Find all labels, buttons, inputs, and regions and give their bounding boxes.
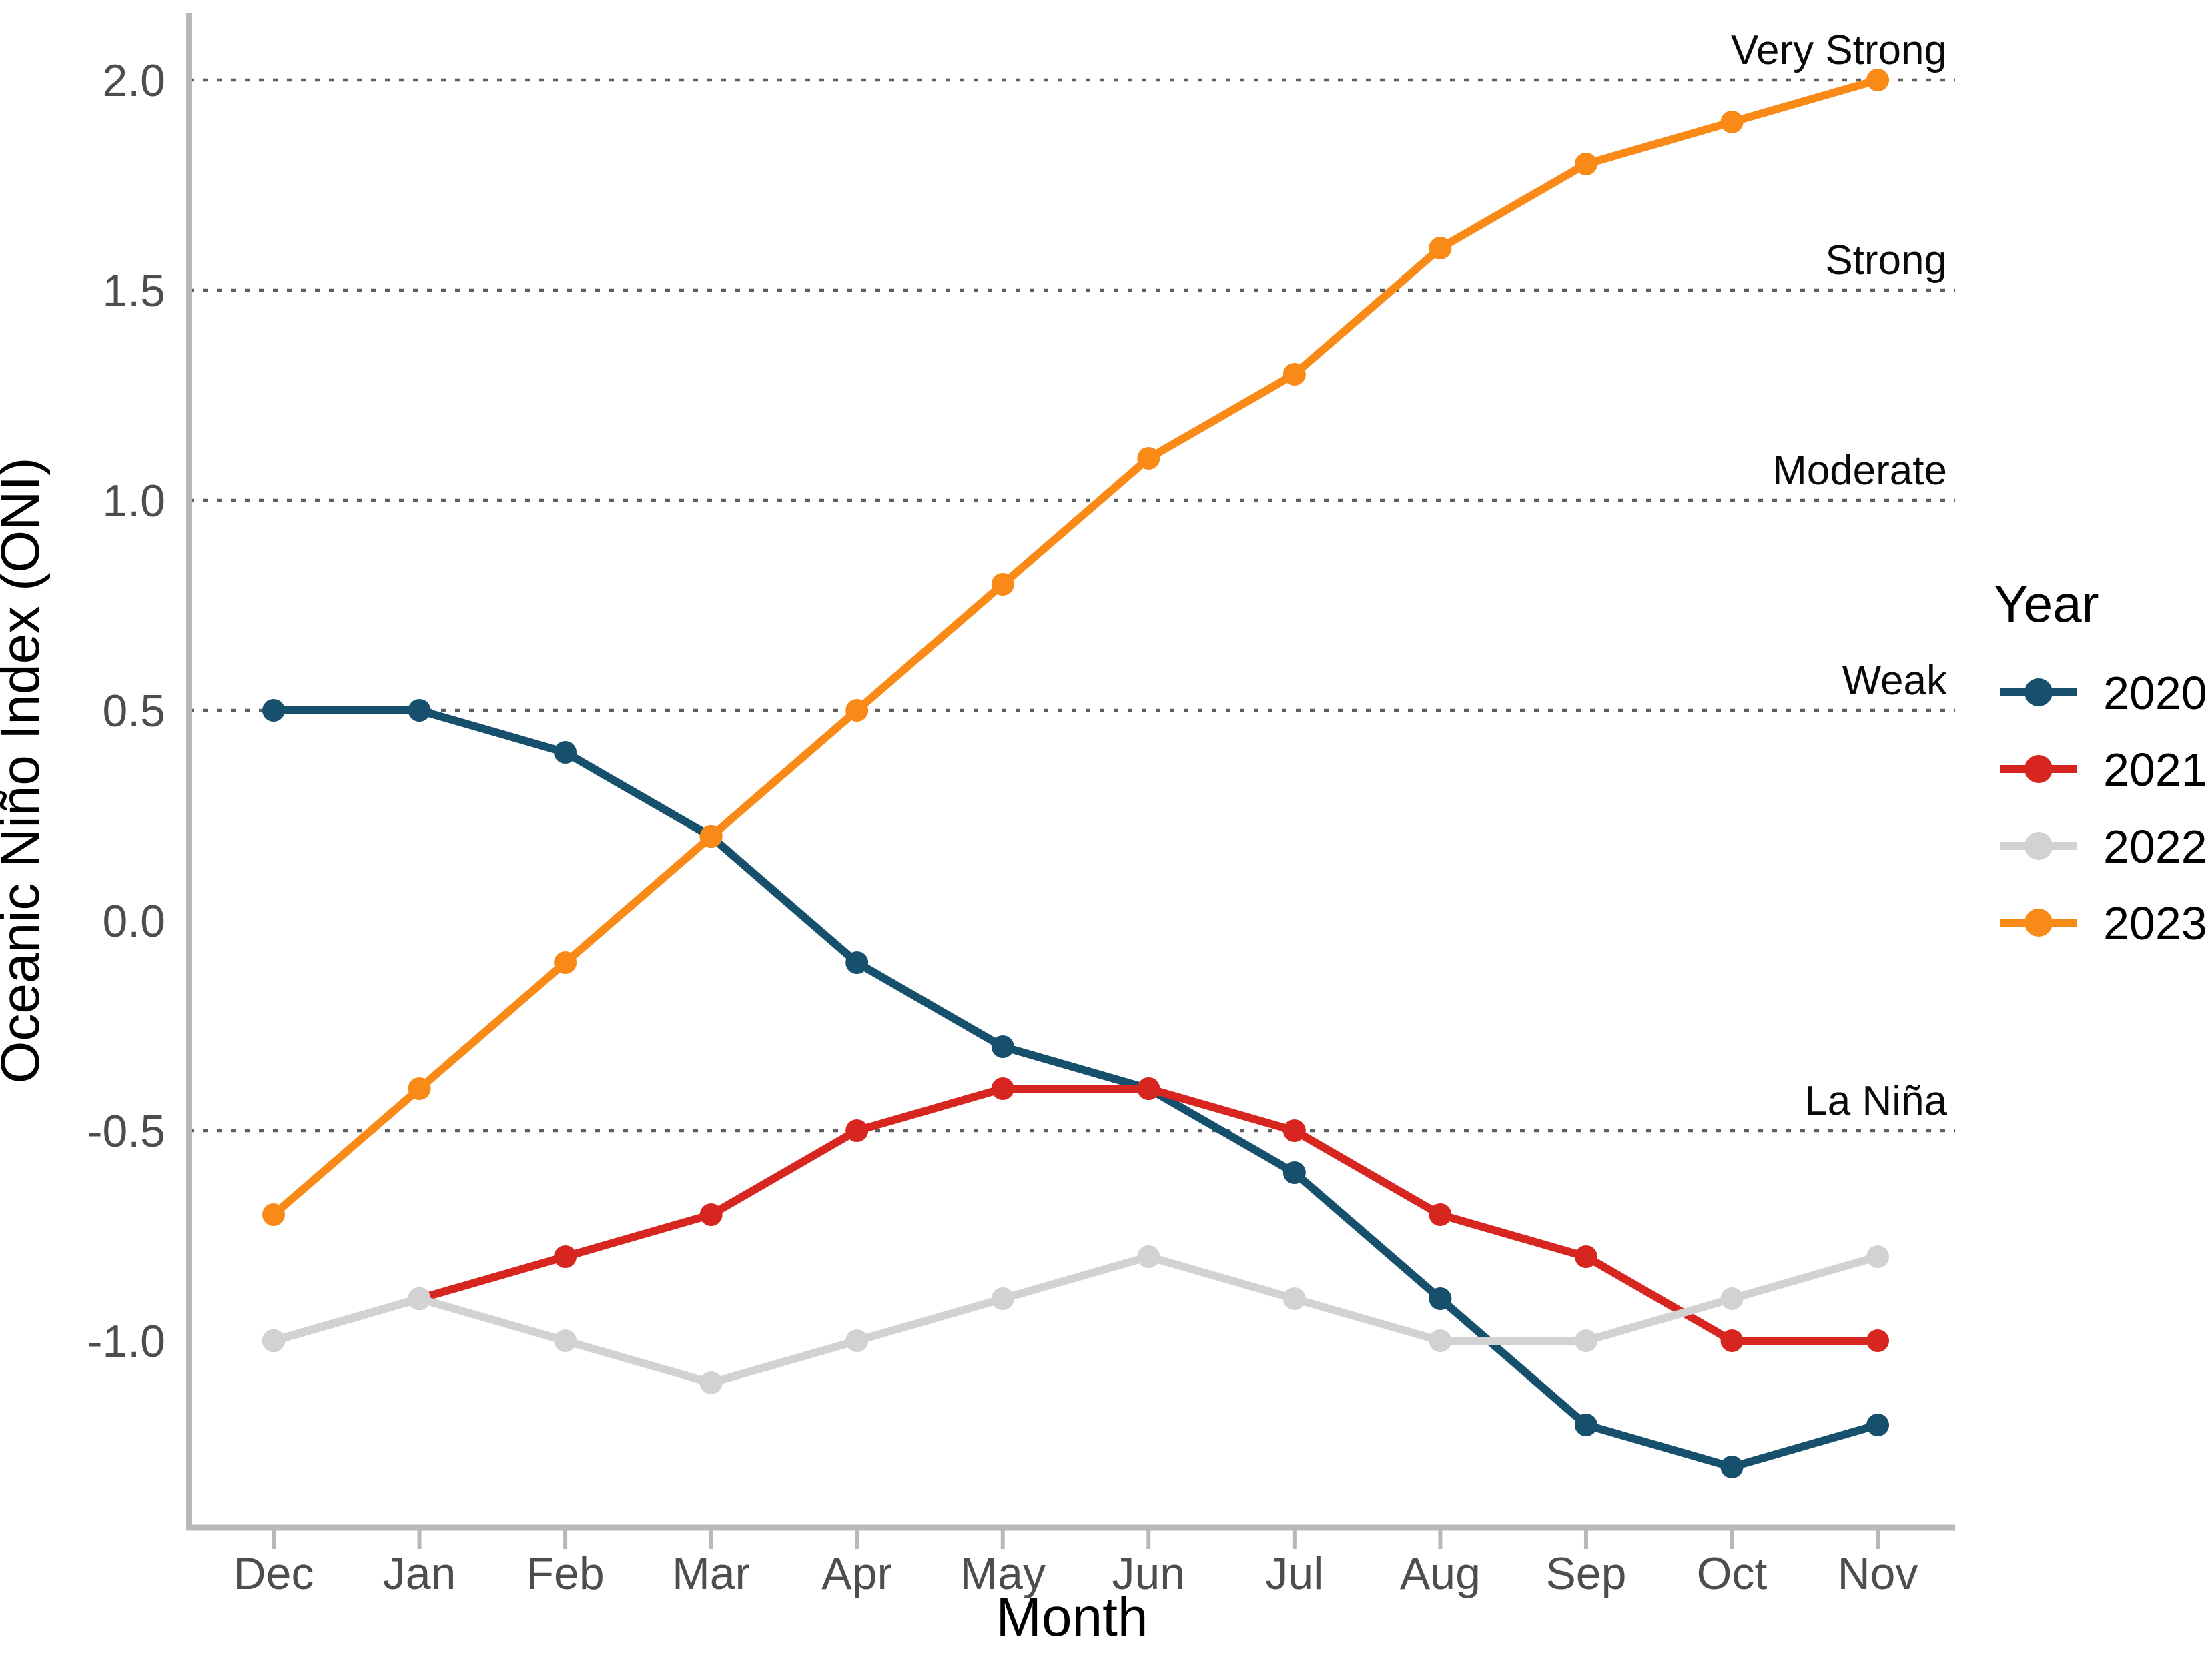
x-tick-label-feb: Feb (526, 1548, 605, 1599)
series-2021-line (270, 1085, 1882, 1345)
series-2021-point-may (991, 1077, 1014, 1100)
x-tick-label-dec: Dec (234, 1548, 314, 1599)
series-2022-line (270, 1253, 1882, 1387)
series-2022-point-may (991, 1287, 1014, 1310)
series-2022-point-jul (1282, 1287, 1306, 1310)
series-2023-line (270, 76, 1882, 1219)
series-2020-point-feb (554, 741, 577, 764)
legend-swatch-point-2021 (2024, 755, 2053, 783)
series-2021-point-apr (845, 1119, 869, 1142)
series-2022-point-nov (1866, 1245, 1890, 1268)
series-2020-point-aug (1429, 1287, 1452, 1310)
y-tick-label-0-0: 0.0 (102, 896, 165, 947)
series-2021-point-aug (1429, 1203, 1452, 1226)
series-2023-point-sep (1574, 153, 1597, 175)
series-2022-point-feb (554, 1329, 577, 1352)
series-2022-point-dec (262, 1329, 285, 1352)
x-tick-label-jan: Jan (383, 1548, 456, 1599)
series-2020-point-jan (408, 699, 431, 722)
y-axis-title: Oceanic Niño Index (ONI) (0, 458, 51, 1084)
threshold-label-weak: Weak (1842, 658, 1948, 704)
legend-item-2021: 2021 (2000, 744, 2207, 796)
y-tick-label-1-5: 1.5 (102, 265, 165, 316)
legend-title: Year (1994, 574, 2099, 633)
series-2021-point-sep (1574, 1245, 1597, 1268)
series-2023-point-dec (262, 1203, 285, 1226)
legend-label-2022: 2022 (2103, 820, 2207, 873)
x-tick-label-aug: Aug (1400, 1548, 1481, 1599)
series-2021-point-jun (1137, 1077, 1160, 1100)
y-tick-label-0-5: 0.5 (102, 686, 165, 736)
threshold-label-strong: Strong (1825, 237, 1947, 284)
series-2022-point-mar (699, 1371, 723, 1394)
series-2023-point-feb (554, 951, 577, 974)
series-2020-point-sep (1574, 1414, 1597, 1436)
series-2023-point-nov (1866, 69, 1890, 91)
series-2023-point-oct (1720, 111, 1744, 133)
x-tick-label-nov: Nov (1838, 1548, 1918, 1599)
series-2020-point-may (991, 1035, 1014, 1058)
legend-swatch-point-2020 (2024, 678, 2053, 706)
legend-item-2023: 2023 (2000, 897, 2207, 949)
series-2021-point-oct (1720, 1329, 1744, 1352)
series-2023-point-may (991, 573, 1014, 596)
x-tick-label-jul: Jul (1265, 1548, 1323, 1599)
legend-item-2022: 2022 (2000, 820, 2207, 873)
x-tick-label-oct: Oct (1697, 1548, 1768, 1599)
x-tick-label-mar: Mar (672, 1548, 750, 1599)
y-tick-label-2-0: 2.0 (102, 55, 165, 106)
series-2022-point-oct (1720, 1287, 1744, 1310)
series-2022-point-apr (845, 1329, 869, 1352)
y-tick-label-1-0: 1.0 (102, 476, 165, 526)
series-2020-line (270, 706, 1882, 1471)
series-2022-point-jun (1137, 1245, 1160, 1268)
series-2020-point-nov (1866, 1414, 1890, 1436)
y-tick-label-1-0: -1.0 (87, 1316, 165, 1367)
series-2021-point-mar (699, 1203, 723, 1226)
series-2023-point-mar (699, 825, 723, 848)
series-2023-point-jan (408, 1077, 431, 1100)
series-2021-point-jul (1282, 1119, 1306, 1142)
series-2023-point-apr (845, 699, 869, 722)
series-2020-point-apr (845, 951, 869, 974)
threshold-label-la-nina: La Niña (1804, 1078, 1947, 1124)
legend-label-2023: 2023 (2103, 897, 2207, 949)
series-2022-point-aug (1429, 1329, 1452, 1352)
x-tick-label-may: May (960, 1548, 1046, 1599)
x-tick-label-sep: Sep (1545, 1548, 1626, 1599)
threshold-label-very-strong: Very Strong (1731, 27, 1947, 73)
series-2021-point-feb (554, 1245, 577, 1268)
series-2022-point-jan (408, 1287, 431, 1310)
x-tick-label-jun: Jun (1112, 1548, 1185, 1599)
series-2023-point-aug (1429, 237, 1452, 259)
series-2021-point-nov (1866, 1329, 1890, 1352)
series-2023-point-jul (1282, 363, 1306, 386)
x-axis-title: Month (996, 1587, 1148, 1648)
series-2020-point-oct (1720, 1456, 1744, 1478)
series-2022-point-sep (1574, 1329, 1597, 1352)
threshold-label-moderate: Moderate (1772, 448, 1947, 494)
legend-label-2020: 2020 (2103, 667, 2207, 719)
series-2020-point-dec (262, 699, 285, 722)
legend-item-2020: 2020 (2000, 667, 2207, 719)
series-2023-point-jun (1137, 447, 1160, 470)
x-tick-label-apr: Apr (821, 1548, 892, 1599)
legend-swatch-point-2023 (2024, 909, 2053, 937)
legend-label-2021: 2021 (2103, 744, 2207, 796)
y-tick-label-0-5: -0.5 (87, 1106, 165, 1157)
series-2020-point-jul (1282, 1161, 1306, 1184)
legend-swatch-point-2022 (2024, 832, 2053, 860)
